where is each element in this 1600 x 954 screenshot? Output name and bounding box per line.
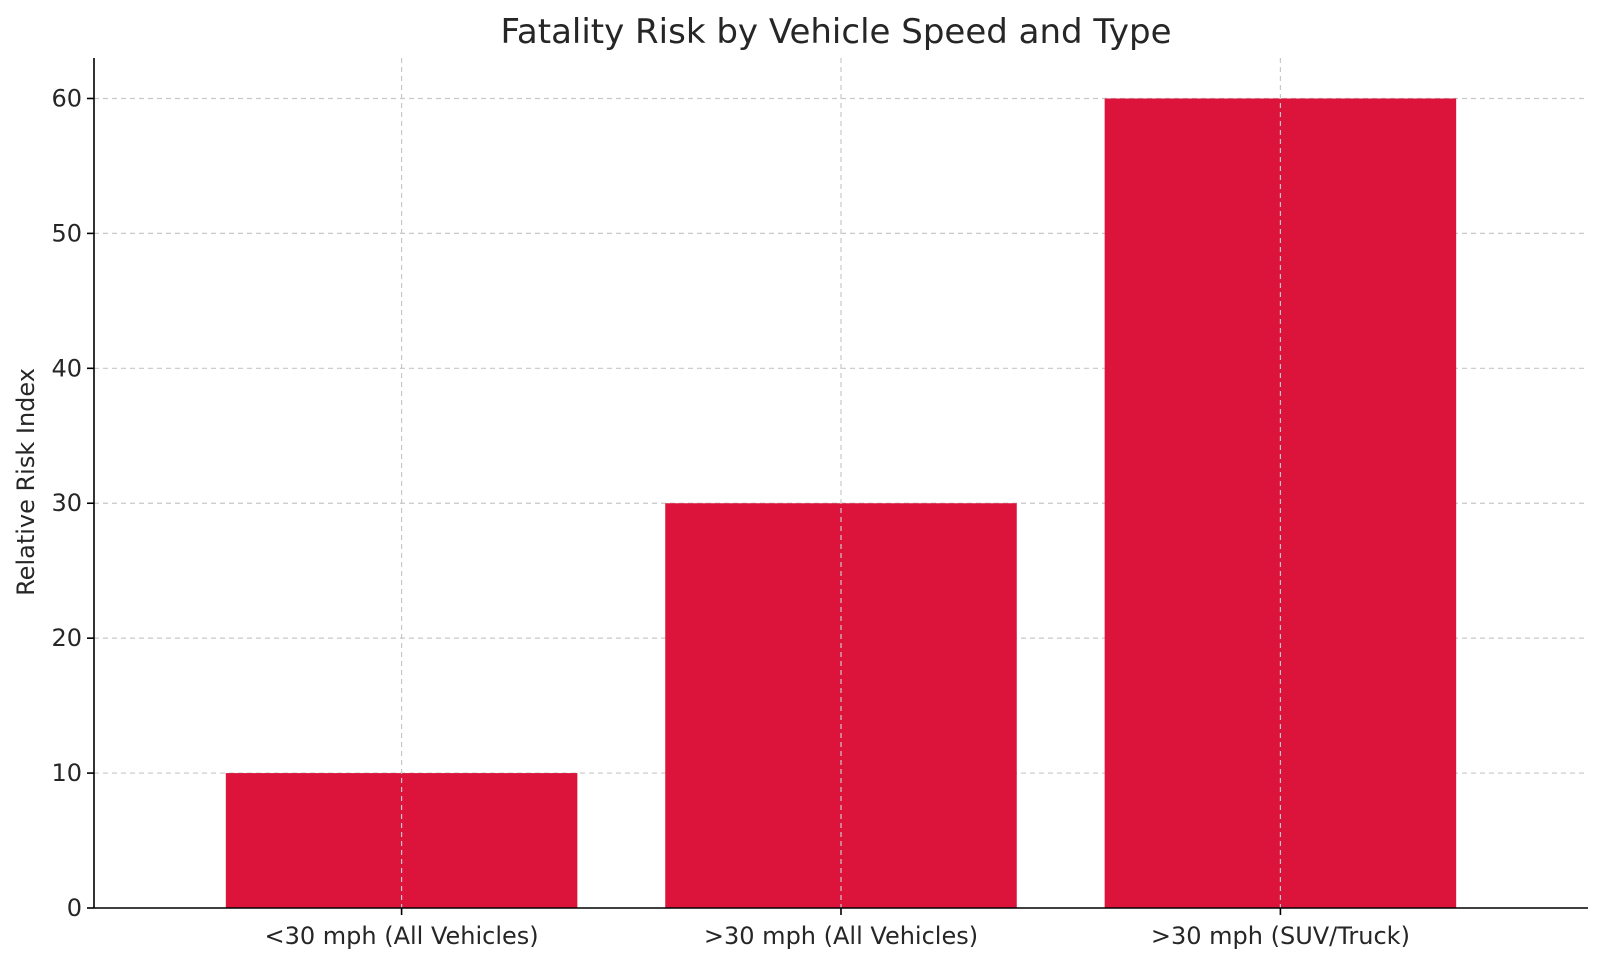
y-tick-label: 60 bbox=[51, 84, 82, 112]
y-tick-label: 30 bbox=[51, 489, 82, 517]
y-tick-label: 20 bbox=[51, 624, 82, 652]
vertical-grid bbox=[400, 58, 1282, 908]
y-ticks: 0 10 20 30 40 50 60 bbox=[51, 84, 94, 922]
x-tick-label: <30 mph (All Vehicles) bbox=[265, 922, 539, 950]
y-tick-label: 10 bbox=[51, 759, 82, 787]
x-ticks: <30 mph (All Vehicles) >30 mph (All Vehic… bbox=[265, 908, 1410, 950]
x-tick-label: >30 mph (All Vehicles) bbox=[704, 922, 978, 950]
x-tick-label: >30 mph (SUV/Truck) bbox=[1151, 922, 1410, 950]
bar bbox=[665, 503, 1017, 908]
bar bbox=[225, 773, 578, 908]
y-axis-label: Relative Risk Index bbox=[12, 368, 40, 596]
chart-title: Fatality Risk by Vehicle Speed and Type bbox=[500, 12, 1171, 52]
y-tick-label: 40 bbox=[51, 354, 82, 382]
y-tick-label: 50 bbox=[51, 219, 82, 247]
y-tick-label: 0 bbox=[67, 894, 82, 922]
